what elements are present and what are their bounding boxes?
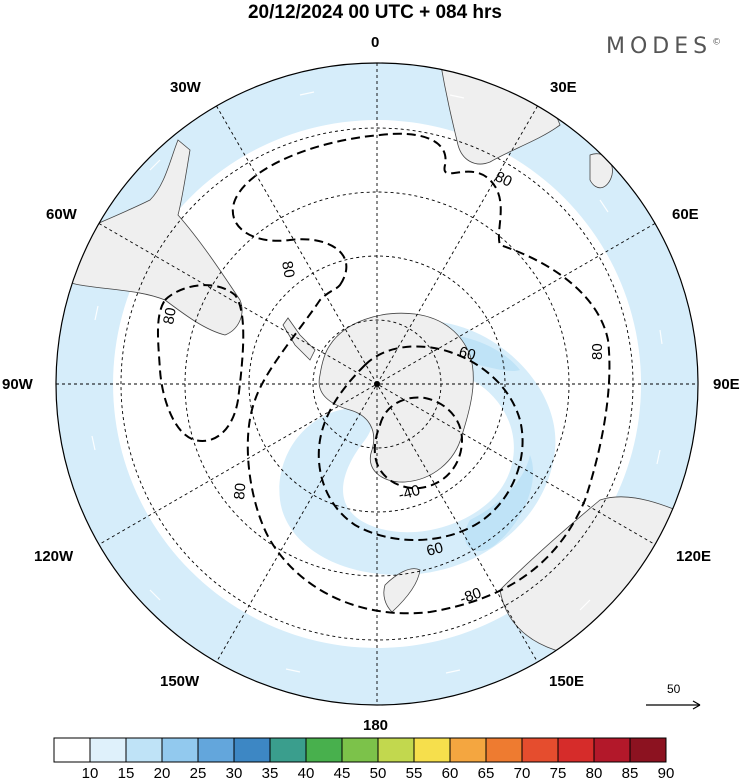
contour-80-outer [232,132,611,615]
colorbar-tick-label: 85 [621,765,639,782]
colorbar-swatch [377,737,415,763]
colorbar [53,737,667,763]
lon-label-90w: 90W [2,376,33,393]
contour-label: 80 [492,168,514,190]
colorbar-swatch [449,737,487,763]
colorbar-swatch [629,737,667,763]
colorbar-tick-label: 65 [477,765,495,782]
reference-vector-label: 50 [667,682,681,696]
wind-speed-shading [56,63,698,705]
brand-mark: © [712,37,722,48]
colorbar-swatch [557,737,595,763]
colorbar-tick-label: 10 [81,765,99,782]
lon-label-30e: 30E [550,79,577,96]
contour-label: 80 [589,343,606,360]
contour-40 [373,396,464,490]
contour-60 [317,345,524,541]
colorbar-swatch [305,737,343,763]
colorbar-tick-label: 90 [657,765,675,782]
colorbar-tick-label: 40 [297,765,315,782]
brand-logo: MODES© [606,34,721,59]
lon-label-30w: 30W [170,79,201,96]
madagascar-land [589,153,613,189]
south-pole-marker [374,381,380,387]
colorbar-tick-label: 15 [117,765,135,782]
colorbar-swatch [413,737,451,763]
colorbar-swatch [125,737,163,763]
colorbar-swatch [233,737,271,763]
meridians [56,63,698,705]
colorbar-swatch [485,737,523,763]
inner-wind-core-2 [464,455,534,551]
lon-label-180: 180 [363,717,389,734]
colorbar-swatch [161,737,199,763]
colorbar-swatch [593,737,631,763]
colorbar-tick-label: 80 [585,765,603,782]
colorbar-tick-label: 55 [405,765,423,782]
contour-label: 60 [457,343,478,364]
colorbar-tick-label: 35 [261,765,279,782]
lon-label-90e: 90E [713,376,740,393]
contour-label: -80 [458,584,484,607]
contour-label: -40 [397,482,422,504]
colorbar-tick-label: 70 [513,765,531,782]
colorbar-swatch [341,737,379,763]
new-zealand-land [383,568,421,613]
colorbar-swatch [89,737,127,763]
contour-lines [156,132,611,615]
lon-label-150e: 150E [549,673,585,690]
wind-vectors [91,91,663,674]
lon-label-120w: 120W [34,548,74,565]
contour-label: 80 [278,260,298,279]
colorbar-swatch [521,737,559,763]
lon-label-0: 0 [371,34,380,51]
colorbar-tick-label: 60 [441,765,459,782]
brand-name: MODES [606,34,713,59]
colorbar-swatch [53,737,91,763]
colorbar-tick-label: 20 [153,765,171,782]
contour-label: 80 [160,306,180,325]
colorbar-tick-label: 75 [549,765,567,782]
lon-label-150w: 150W [160,673,200,690]
contour-80-low [156,284,245,442]
contour-label: 60 [425,539,446,560]
contour-labels: 80 80 80 80 80 60 60 -40 -80 [160,168,606,608]
lon-label-120e: 120E [676,548,712,565]
colorbar-tick-label: 25 [189,765,207,782]
colorbar-tick-label: 45 [333,765,351,782]
colorbar-swatch [269,737,307,763]
map-boundary [55,62,699,706]
contour-label: 80 [231,482,249,500]
map-title: 20/12/2024 00 UTC + 084 hrs [247,2,503,23]
colorbar-tick-label: 30 [225,765,243,782]
lon-label-60w: 60W [46,206,77,223]
colorbar-tick-label: 50 [369,765,387,782]
lon-label-60e: 60E [672,206,699,223]
colorbar-swatch [197,737,235,763]
reference-vector [646,700,701,710]
